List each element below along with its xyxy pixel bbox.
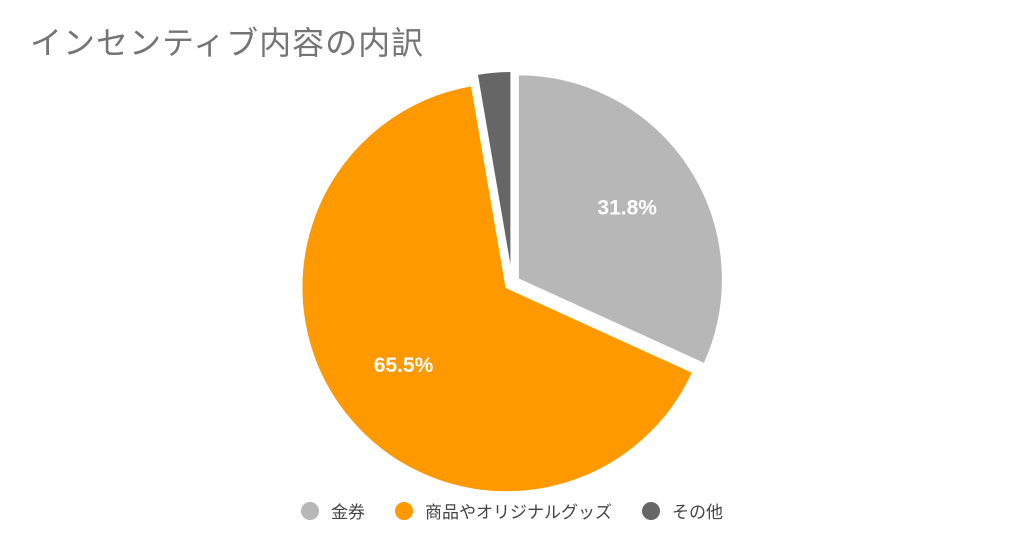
chart-title: インセンティブ内容の内訳 xyxy=(30,24,425,62)
pie-slice-other xyxy=(475,70,513,277)
slice-label-kinken: 31.8% xyxy=(597,196,657,219)
legend-swatch-kinken xyxy=(301,501,319,520)
legend-item-goods: 商品やオリジナルグッズ xyxy=(395,498,612,523)
legend-item-kinken: 金券 xyxy=(301,498,365,523)
legend-item-other: その他 xyxy=(642,498,723,523)
legend-label-kinken: 金券 xyxy=(331,503,365,523)
legend-label-other: その他 xyxy=(672,503,723,523)
legend: 金券 商品やオリジナルグッズ その他 xyxy=(0,498,1024,523)
pie-slices xyxy=(300,70,724,494)
pie-labels: 31.8% 65.5% xyxy=(374,196,658,377)
slice-label-goods: 65.5% xyxy=(374,354,434,377)
legend-swatch-other xyxy=(642,501,660,520)
legend-swatch-goods xyxy=(395,501,413,520)
pie-slice-goods xyxy=(300,84,695,494)
pie-slice-kinken xyxy=(516,73,724,366)
legend-label-goods: 商品やオリジナルグッズ xyxy=(425,503,612,523)
